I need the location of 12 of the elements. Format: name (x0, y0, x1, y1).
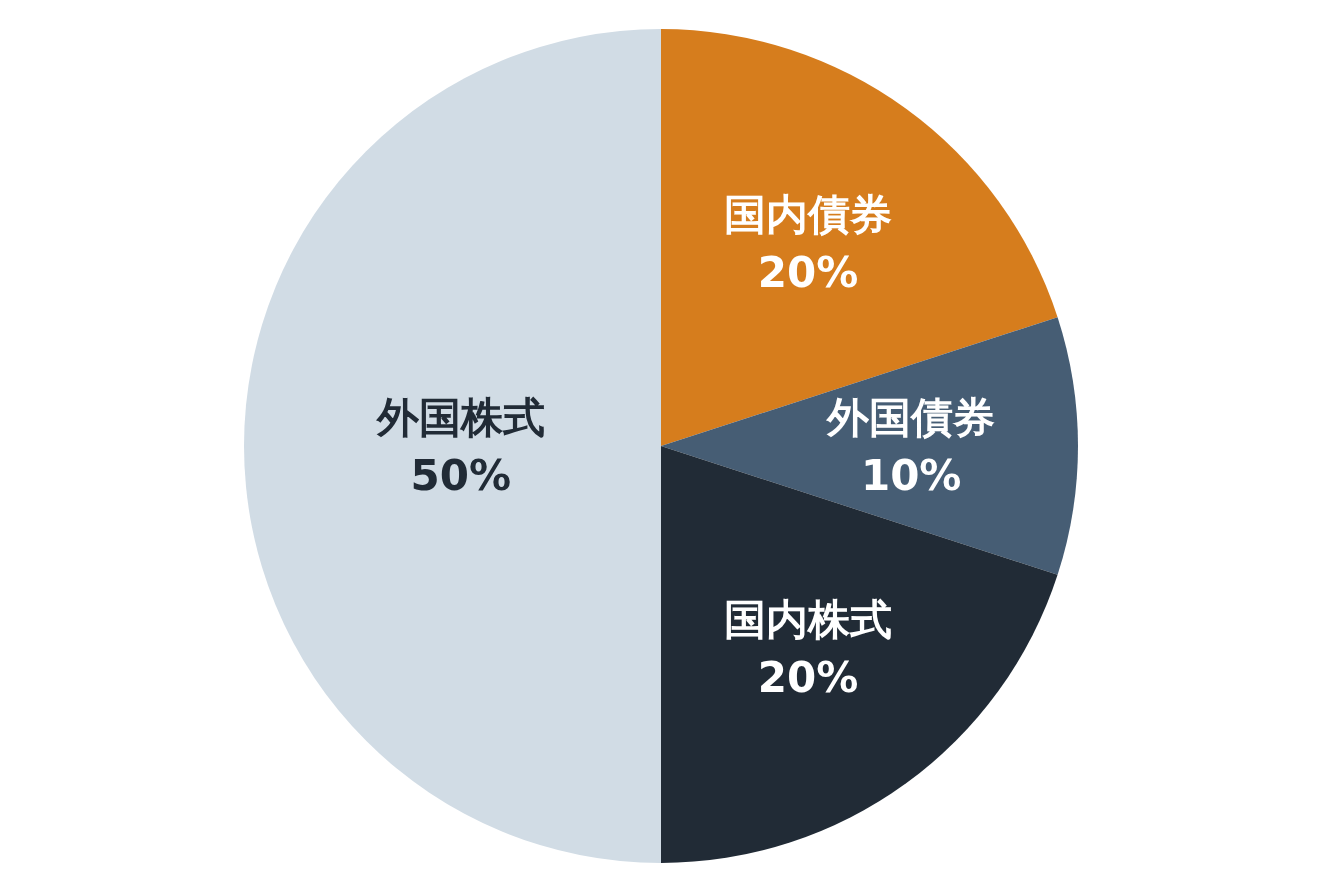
data-label: 20% (757, 248, 859, 298)
data-label: 20% (757, 652, 859, 702)
pie-slice (661, 446, 1058, 863)
slice-label: 外国債券 (826, 392, 996, 442)
slice-label: 国内債券 (724, 190, 893, 240)
slice-label: 国内株式 (724, 594, 893, 644)
pie-slice (661, 29, 1058, 446)
pie-slice (661, 317, 1078, 575)
slice-label: 外国株式 (375, 392, 545, 442)
data-label: 50% (410, 450, 512, 500)
data-label: 10% (860, 450, 962, 500)
pie-slice (244, 29, 661, 863)
